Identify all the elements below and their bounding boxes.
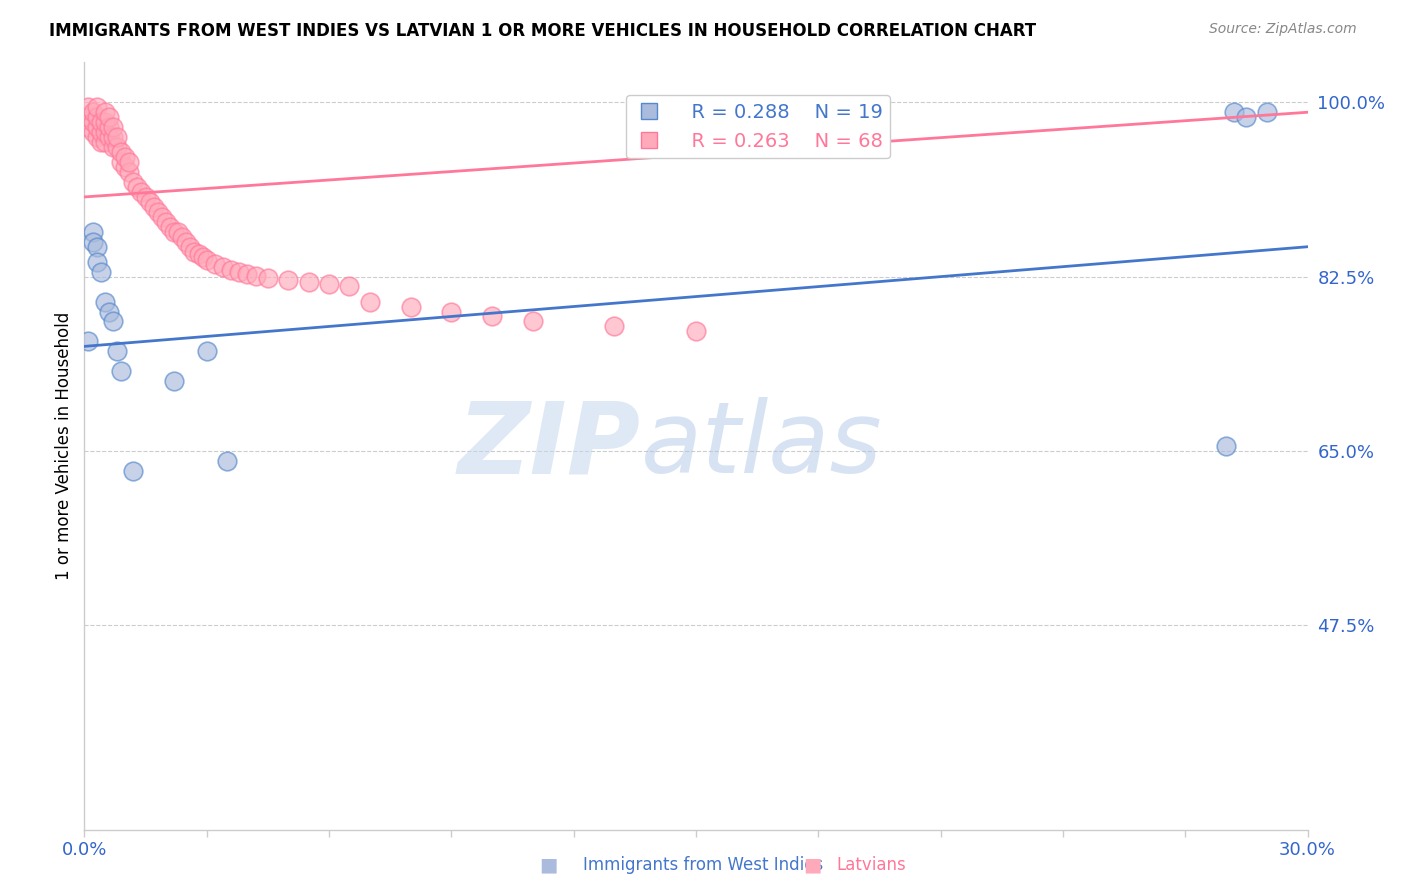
Point — [187, 246, 209, 260]
Point — [105, 130, 128, 145]
Point — [318, 277, 340, 291]
Point — [195, 252, 218, 267]
Point — [228, 265, 250, 279]
Point — [127, 180, 149, 194]
Text: ■: ■ — [538, 855, 558, 875]
Legend:   R = 0.288    N = 19,   R = 0.263    N = 68: R = 0.288 N = 19, R = 0.263 N = 68 — [626, 95, 890, 159]
Point — [163, 225, 186, 239]
Point — [195, 344, 218, 359]
Point — [212, 260, 235, 274]
Point — [359, 294, 381, 309]
Point — [101, 130, 124, 145]
Point — [101, 120, 124, 135]
Point — [118, 155, 141, 169]
Point — [101, 314, 124, 328]
Point — [204, 257, 226, 271]
Text: ■: ■ — [803, 855, 823, 875]
Point — [110, 155, 132, 169]
Text: atlas: atlas — [641, 398, 883, 494]
Point — [114, 150, 136, 164]
Point — [77, 100, 100, 114]
Point — [90, 135, 112, 149]
Point — [97, 130, 120, 145]
Point — [97, 110, 120, 124]
Point — [277, 272, 299, 286]
Text: Source: ZipAtlas.com: Source: ZipAtlas.com — [1209, 22, 1357, 37]
Point — [77, 334, 100, 349]
Point — [146, 205, 169, 219]
Point — [93, 294, 115, 309]
Point — [1236, 110, 1258, 124]
Point — [90, 265, 112, 279]
Point — [167, 225, 190, 239]
Point — [150, 210, 173, 224]
Point — [110, 364, 132, 378]
Point — [179, 240, 201, 254]
Point — [90, 115, 112, 129]
Point — [82, 125, 104, 139]
Point — [142, 200, 165, 214]
Point — [82, 225, 104, 239]
Point — [118, 165, 141, 179]
Point — [163, 374, 186, 388]
Text: Immigrants from West Indies: Immigrants from West Indies — [583, 856, 824, 874]
Y-axis label: 1 or more Vehicles in Household: 1 or more Vehicles in Household — [55, 312, 73, 580]
Point — [191, 250, 214, 264]
Point — [131, 185, 153, 199]
Point — [399, 300, 422, 314]
Point — [82, 105, 104, 120]
Point — [97, 304, 120, 318]
Point — [86, 120, 108, 135]
Point — [298, 275, 321, 289]
Point — [105, 140, 128, 154]
Point — [82, 235, 104, 249]
Point — [82, 115, 104, 129]
Point — [93, 105, 115, 120]
Point — [172, 229, 194, 244]
Point — [93, 115, 115, 129]
Point — [481, 310, 503, 324]
Point — [93, 135, 115, 149]
Text: Latvians: Latvians — [837, 856, 907, 874]
Point — [685, 325, 707, 339]
Point — [122, 175, 145, 189]
Point — [86, 240, 108, 254]
Point — [339, 278, 361, 293]
Point — [122, 464, 145, 478]
Point — [86, 110, 108, 124]
Point — [86, 130, 108, 145]
Point — [603, 319, 626, 334]
Point — [440, 304, 463, 318]
Point — [236, 267, 259, 281]
Text: IMMIGRANTS FROM WEST INDIES VS LATVIAN 1 OR MORE VEHICLES IN HOUSEHOLD CORRELATI: IMMIGRANTS FROM WEST INDIES VS LATVIAN 1… — [49, 22, 1036, 40]
Point — [183, 244, 205, 259]
Point — [77, 110, 100, 124]
Point — [245, 268, 267, 283]
Point — [135, 190, 157, 204]
Point — [1215, 439, 1237, 453]
Point — [219, 262, 242, 277]
Point — [114, 160, 136, 174]
Point — [101, 140, 124, 154]
Point — [93, 125, 115, 139]
Point — [217, 454, 239, 468]
Point — [174, 235, 197, 249]
Point — [97, 120, 120, 135]
Point — [159, 219, 181, 234]
Point — [1223, 105, 1246, 120]
Point — [138, 194, 160, 209]
Text: ZIP: ZIP — [458, 398, 641, 494]
Point — [105, 344, 128, 359]
Point — [77, 120, 100, 135]
Point — [86, 100, 108, 114]
Point — [257, 270, 280, 285]
Point — [86, 254, 108, 268]
Point — [155, 215, 177, 229]
Point — [1256, 105, 1278, 120]
Point — [90, 125, 112, 139]
Point — [522, 314, 544, 328]
Point — [110, 145, 132, 160]
